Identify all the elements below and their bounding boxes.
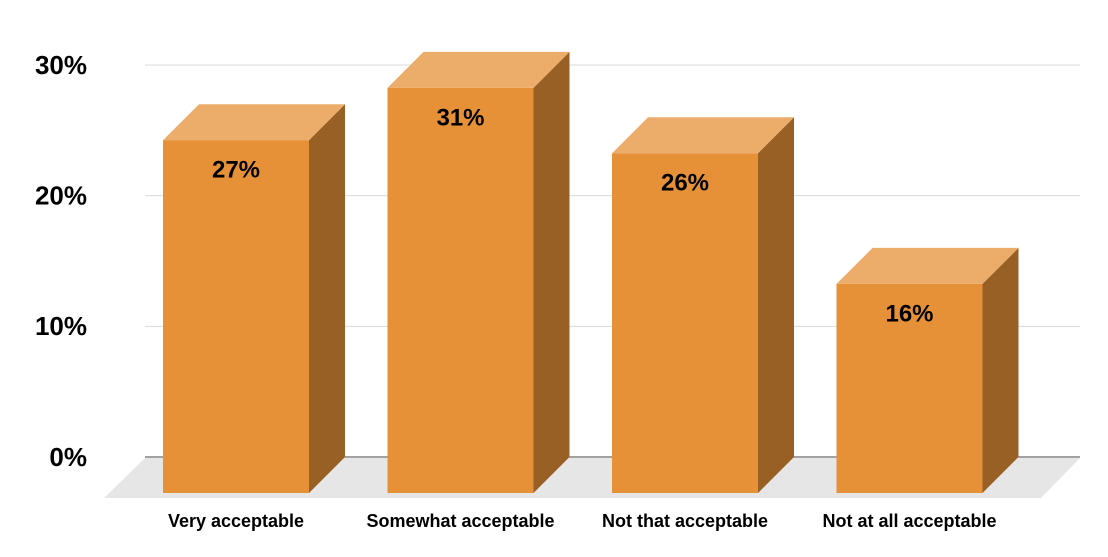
bar <box>612 153 758 493</box>
bar-top <box>387 51 570 88</box>
x-tick-label: Somewhat acceptable <box>366 511 554 531</box>
value-label: 26% <box>661 170 709 197</box>
y-tick-label: 10% <box>35 311 87 341</box>
x-tick-label: Very acceptable <box>168 511 304 531</box>
y-tick-label: 20% <box>35 181 87 211</box>
bar-top <box>612 117 794 154</box>
y-tick-label: 0% <box>49 442 87 472</box>
x-tick-label: Not that acceptable <box>602 511 768 531</box>
x-tick-label: Not at all acceptable <box>822 511 996 531</box>
bar <box>163 140 309 493</box>
bar-side <box>533 51 570 493</box>
bar <box>387 87 534 493</box>
value-label: 16% <box>885 300 933 327</box>
bar-side <box>758 117 794 494</box>
floor <box>104 458 1080 498</box>
bar <box>836 283 983 493</box>
y-tick-label: 30% <box>35 50 87 80</box>
value-label: 31% <box>436 104 484 131</box>
bar-side <box>982 247 1019 493</box>
value-label: 27% <box>212 157 260 184</box>
bar-top <box>836 247 1019 284</box>
bar-top <box>163 104 345 141</box>
bar-side <box>309 104 345 493</box>
